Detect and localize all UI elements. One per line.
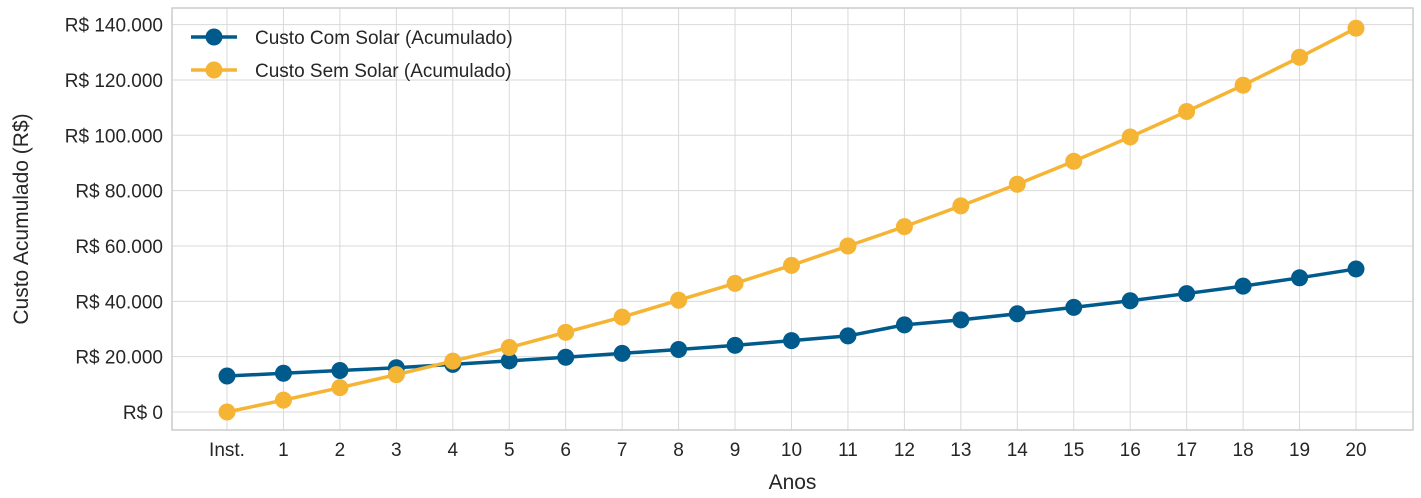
x-tick-label: 8 [673, 440, 684, 461]
data-point [1178, 285, 1196, 303]
series-group [218, 19, 1365, 421]
x-tick-label: 10 [781, 440, 802, 461]
y-tick-label: R$ 140.000 [65, 16, 163, 37]
y-axis-title: Custo Acumulado (R$) [10, 113, 33, 324]
x-tick-label: 13 [950, 440, 971, 461]
legend-label: Custo Com Solar (Acumulado) [255, 28, 513, 49]
y-tick-label: R$ 40.000 [75, 292, 163, 313]
x-tick-label: 18 [1233, 440, 1254, 461]
legend-marker [205, 28, 223, 46]
x-tick-label: 12 [894, 440, 915, 461]
legend-marker [205, 61, 223, 79]
y-tick-label: R$ 80.000 [75, 182, 163, 203]
x-tick-label: 9 [730, 440, 741, 461]
data-point [726, 336, 744, 354]
data-point [500, 339, 518, 357]
data-point [1121, 292, 1139, 310]
data-point [670, 291, 688, 309]
data-point [274, 391, 292, 409]
series-2 [218, 19, 1365, 421]
plot-frame [171, 7, 1414, 431]
data-point [726, 274, 744, 292]
data-point [331, 362, 349, 380]
y-tick-label: R$ 100.000 [65, 126, 163, 147]
data-point [1347, 19, 1365, 37]
y-tick-label: R$ 60.000 [75, 237, 163, 258]
data-point [218, 367, 236, 385]
x-tick-label: 17 [1176, 440, 1197, 461]
y-axis-ticks: R$ 0 R$ 20.000 R$ 40.000 R$ 60.000 R$ 80.000… [65, 16, 163, 424]
y-tick-label: R$ 0 [123, 403, 163, 424]
data-point [952, 311, 970, 329]
data-point [1178, 102, 1196, 120]
data-point [895, 218, 913, 236]
data-point [670, 340, 688, 358]
data-point [1234, 277, 1252, 295]
legend-item: Custo Com Solar (Acumulado) [191, 28, 513, 49]
data-point [557, 323, 575, 341]
data-point [783, 256, 800, 274]
legend: Custo Com Solar (Acumulado) Custo Sem Sol… [191, 28, 513, 82]
data-point [1291, 48, 1309, 66]
x-tick-label: 19 [1289, 440, 1310, 461]
data-point [500, 352, 518, 370]
data-point [783, 332, 800, 350]
x-tick-label: 6 [560, 440, 571, 461]
data-point [1065, 152, 1083, 170]
x-axis-title: Anos [769, 471, 817, 494]
x-tick-label: 7 [617, 440, 628, 461]
x-axis-ticks: Inst. 1 2 3 4 5 6 7 8 9 10 11 12 13 14 15 16 17 18 19 20 [209, 440, 1367, 461]
data-point [613, 344, 631, 362]
data-point [218, 403, 236, 421]
x-tick-label: 15 [1063, 440, 1084, 461]
x-tick-label: 16 [1120, 440, 1141, 461]
data-point [1121, 128, 1139, 146]
x-tick-label: 3 [391, 440, 402, 461]
legend-label: Custo Sem Solar (Acumulado) [255, 61, 512, 82]
data-point [1065, 298, 1083, 316]
x-tick-label: 4 [448, 440, 459, 461]
x-tick-label: 11 [838, 440, 858, 461]
x-tick-label: 20 [1345, 440, 1366, 461]
x-tick-label: 2 [335, 440, 346, 461]
data-point [895, 316, 913, 334]
data-point [557, 348, 575, 366]
data-point [613, 308, 631, 326]
x-tick-label: 14 [1007, 440, 1029, 461]
x-tick-label: 1 [278, 440, 289, 461]
data-point [387, 366, 405, 384]
data-point [839, 237, 857, 255]
data-point [839, 327, 857, 345]
x-tick-label: 5 [504, 440, 515, 461]
data-point [331, 379, 349, 397]
data-point [274, 364, 292, 382]
data-point [1347, 260, 1365, 278]
data-point [1008, 175, 1026, 193]
x-tick-label: Inst. [209, 440, 245, 461]
y-tick-label: R$ 20.000 [75, 348, 163, 369]
data-point [1234, 76, 1252, 94]
y-tick-label: R$ 120.000 [65, 71, 163, 92]
data-point [444, 352, 462, 370]
data-point [952, 197, 970, 215]
data-point [1008, 305, 1026, 323]
data-point [1291, 269, 1309, 287]
legend-item: Custo Sem Solar (Acumulado) [191, 61, 512, 82]
